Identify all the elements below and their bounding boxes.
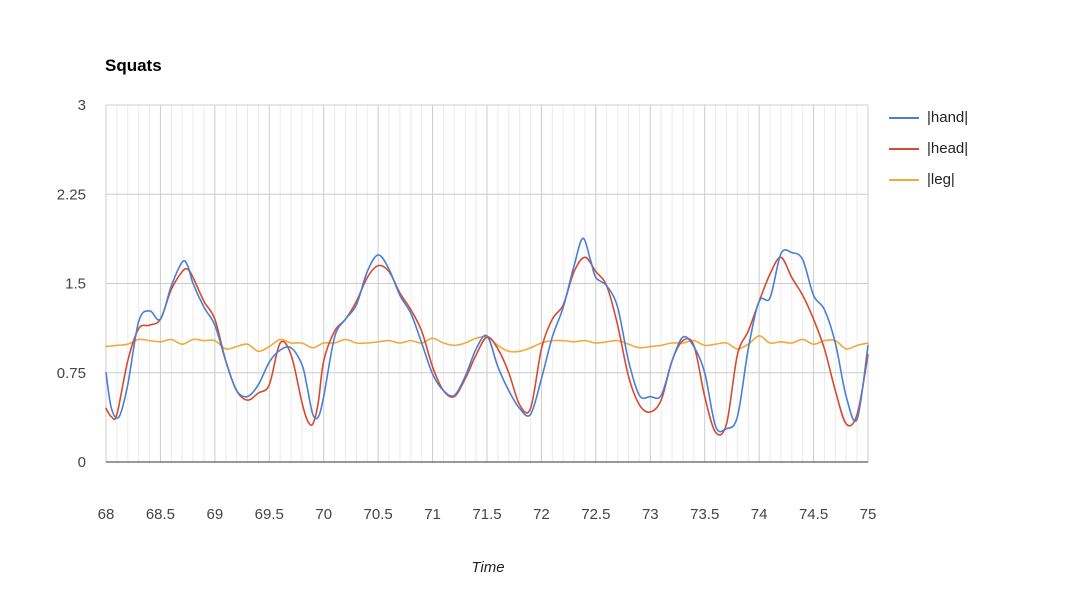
x-tick-label: 72 [533, 506, 550, 523]
grid-layer [105, 104, 869, 463]
legend: |hand| |head| |leg| [889, 102, 968, 195]
y-tick-label: 0 [78, 454, 86, 471]
x-tick-label: 73 [642, 506, 659, 523]
x-tick-labels: 68 68.5 69 69.5 70 70.5 71 71.5 72 72.5 73 73.5 74 74… [98, 506, 877, 523]
y-tick-label: 3 [78, 97, 86, 114]
y-tick-label: 2.25 [57, 186, 86, 203]
legend-swatch [889, 178, 919, 181]
legend-label: |hand| [927, 109, 969, 126]
x-tick-label: 69.5 [255, 506, 284, 523]
x-tick-label: 71.5 [472, 506, 501, 523]
y-tick-labels: 0 0.75 1.5 2.25 3 [57, 97, 86, 471]
x-tick-label: 68 [98, 506, 115, 523]
series-line-hand [105, 237, 869, 433]
x-tick-label: 75 [860, 506, 877, 523]
series-layer [105, 237, 869, 436]
legend-item-hand[interactable]: |hand| [889, 102, 968, 133]
y-tick-label: 0.75 [57, 365, 86, 382]
y-tick-label: 1.5 [65, 276, 86, 293]
chart-title: Squats [105, 56, 162, 75]
legend-swatch [889, 147, 919, 150]
x-tick-label: 74 [751, 506, 768, 523]
x-tick-label: 70.5 [364, 506, 393, 523]
x-axis-title: Time [471, 559, 504, 576]
x-tick-label: 69 [207, 506, 224, 523]
x-tick-label: 70 [315, 506, 332, 523]
series-line-head [105, 256, 869, 436]
legend-item-leg[interactable]: |leg| [889, 164, 968, 195]
legend-item-head[interactable]: |head| [889, 133, 968, 164]
x-tick-label: 74.5 [799, 506, 828, 523]
x-tick-label: 73.5 [690, 506, 719, 523]
x-tick-label: 68.5 [146, 506, 175, 523]
legend-swatch [889, 116, 919, 119]
legend-label: |leg| [927, 171, 955, 188]
x-tick-label: 72.5 [581, 506, 610, 523]
legend-label: |head| [927, 140, 969, 157]
x-tick-label: 71 [424, 506, 441, 523]
